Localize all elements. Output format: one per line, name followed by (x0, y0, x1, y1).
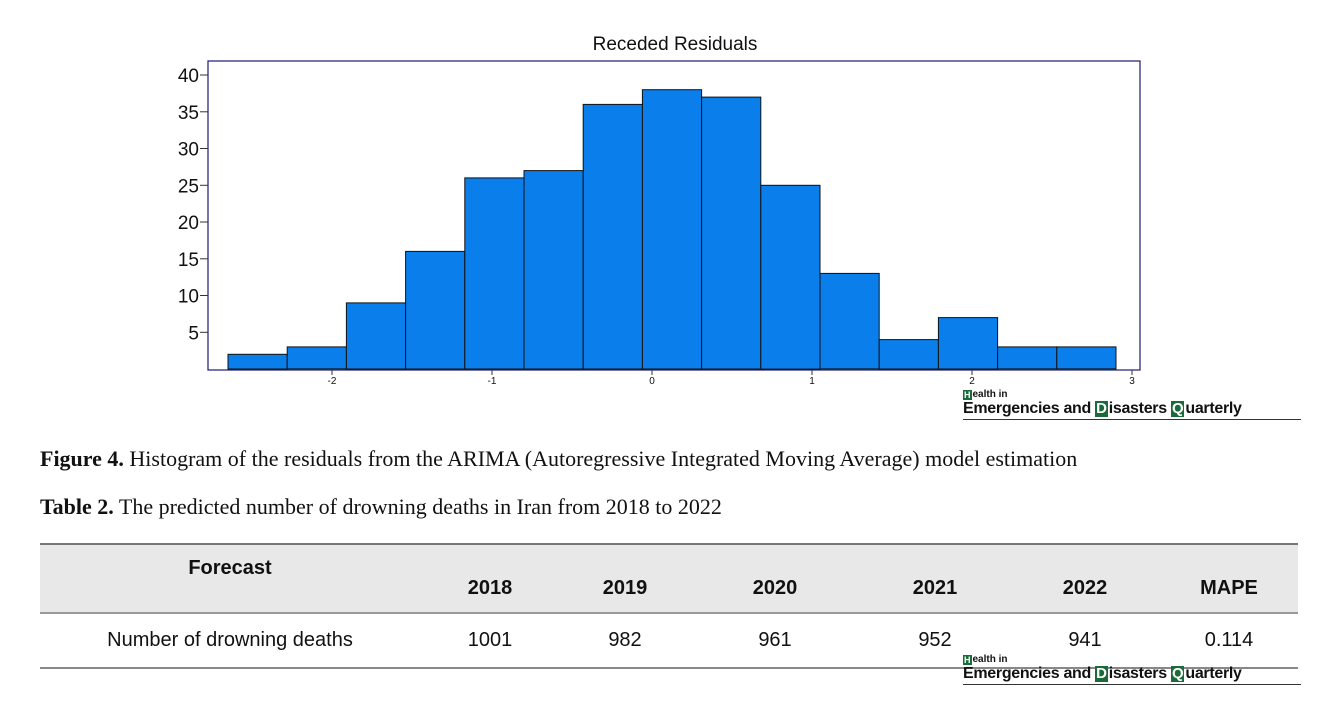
logo-rule (963, 419, 1301, 420)
header-2022: 2022 (1010, 543, 1160, 614)
header-forecast: Forecast (40, 543, 420, 614)
histogram-bar (997, 346, 1058, 370)
header-2018: 2018 (420, 543, 560, 614)
cell-mape: 0.114 (1160, 613, 1298, 669)
x-tick-label: 2 (969, 376, 975, 387)
forecast-table: Forecast 2018 2019 2020 2021 2022 MAPE N… (40, 543, 1298, 669)
logo-word-quarterly: uarterly (1185, 665, 1242, 682)
cell-2022: 941 (1010, 613, 1160, 669)
y-tick-label: 15 (178, 250, 199, 271)
table-caption-label: Table 2. (40, 494, 114, 519)
histogram-bar (701, 96, 762, 370)
histogram-bar (582, 103, 643, 370)
logo-rule (963, 684, 1301, 685)
header-2020: 2020 (690, 543, 860, 614)
logo-initial-h: H (963, 390, 972, 400)
table-row: Number of drowning deaths 1001 982 961 9… (40, 613, 1298, 669)
histogram-bar (760, 184, 821, 370)
residuals-histogram: Receded Residuals 5 10 15 20 25 30 35 40 -2 -1 0 1… (178, 34, 1141, 387)
histogram-bar (1056, 346, 1117, 370)
x-tick-label: 0 (649, 376, 655, 387)
cell-label: Number of drowning deaths (40, 613, 420, 669)
x-tick-label: -2 (328, 376, 337, 387)
logo-initial-d: D (1095, 665, 1108, 682)
logo-initial-q: Q (1170, 400, 1185, 417)
logo-initial-q: Q (1170, 665, 1185, 682)
logo-word-disasters: isasters (1108, 400, 1167, 417)
histogram-bar (878, 339, 939, 370)
y-tick-label: 10 (178, 287, 199, 308)
y-tick-label: 30 (178, 140, 199, 161)
logo-word-emergencies: Emergencies and (963, 665, 1092, 682)
header-2019: 2019 (560, 543, 690, 614)
y-tick-label: 5 (188, 323, 199, 344)
logo-word-emergencies: Emergencies and (963, 400, 1092, 417)
table-caption: Table 2. The predicted number of drownin… (40, 494, 722, 520)
table-header-row: Forecast 2018 2019 2020 2021 2022 MAPE (40, 543, 1298, 614)
histogram-bar (523, 170, 584, 370)
y-tick-label: 20 (178, 213, 199, 234)
cell-2019: 982 (560, 613, 690, 669)
cell-2020: 961 (690, 613, 860, 669)
x-tick-label: 3 (1129, 376, 1135, 387)
y-tick-label: 35 (178, 103, 199, 124)
logo-word-disasters: isasters (1108, 665, 1167, 682)
histogram-bar (641, 89, 703, 370)
figure-caption-label: Figure 4. (40, 446, 124, 471)
header-2021: 2021 (860, 543, 1010, 614)
x-tick-label: 1 (809, 376, 815, 387)
plot-frame (207, 60, 1141, 371)
logo-initial-h: H (963, 655, 972, 665)
chart-title: Receded Residuals (593, 34, 758, 55)
figure-caption: Figure 4. Histogram of the residuals fro… (40, 446, 1077, 472)
y-tick-label: 40 (178, 66, 199, 87)
table-caption-text: The predicted number of drowning deaths … (113, 494, 722, 519)
histogram-bar (819, 272, 880, 370)
histogram-bar (464, 177, 525, 370)
header-mape: MAPE (1160, 543, 1298, 614)
histogram-bar (405, 250, 466, 370)
histogram-bar (937, 317, 999, 370)
histogram-bar (286, 346, 347, 370)
histogram-bar (345, 302, 407, 370)
logo-initial-d: D (1095, 400, 1108, 417)
logo-line1: ealth in (972, 654, 1008, 665)
cell-2021: 952 (860, 613, 1010, 669)
y-tick-label: 25 (178, 176, 199, 197)
x-tick-label: -1 (488, 376, 497, 387)
cell-2018: 1001 (420, 613, 560, 669)
histogram-bar (227, 353, 288, 370)
logo-word-quarterly: uarterly (1185, 400, 1242, 417)
logo-line1: ealth in (972, 389, 1008, 400)
figure-caption-text: Histogram of the residuals from the ARIM… (123, 446, 1078, 471)
